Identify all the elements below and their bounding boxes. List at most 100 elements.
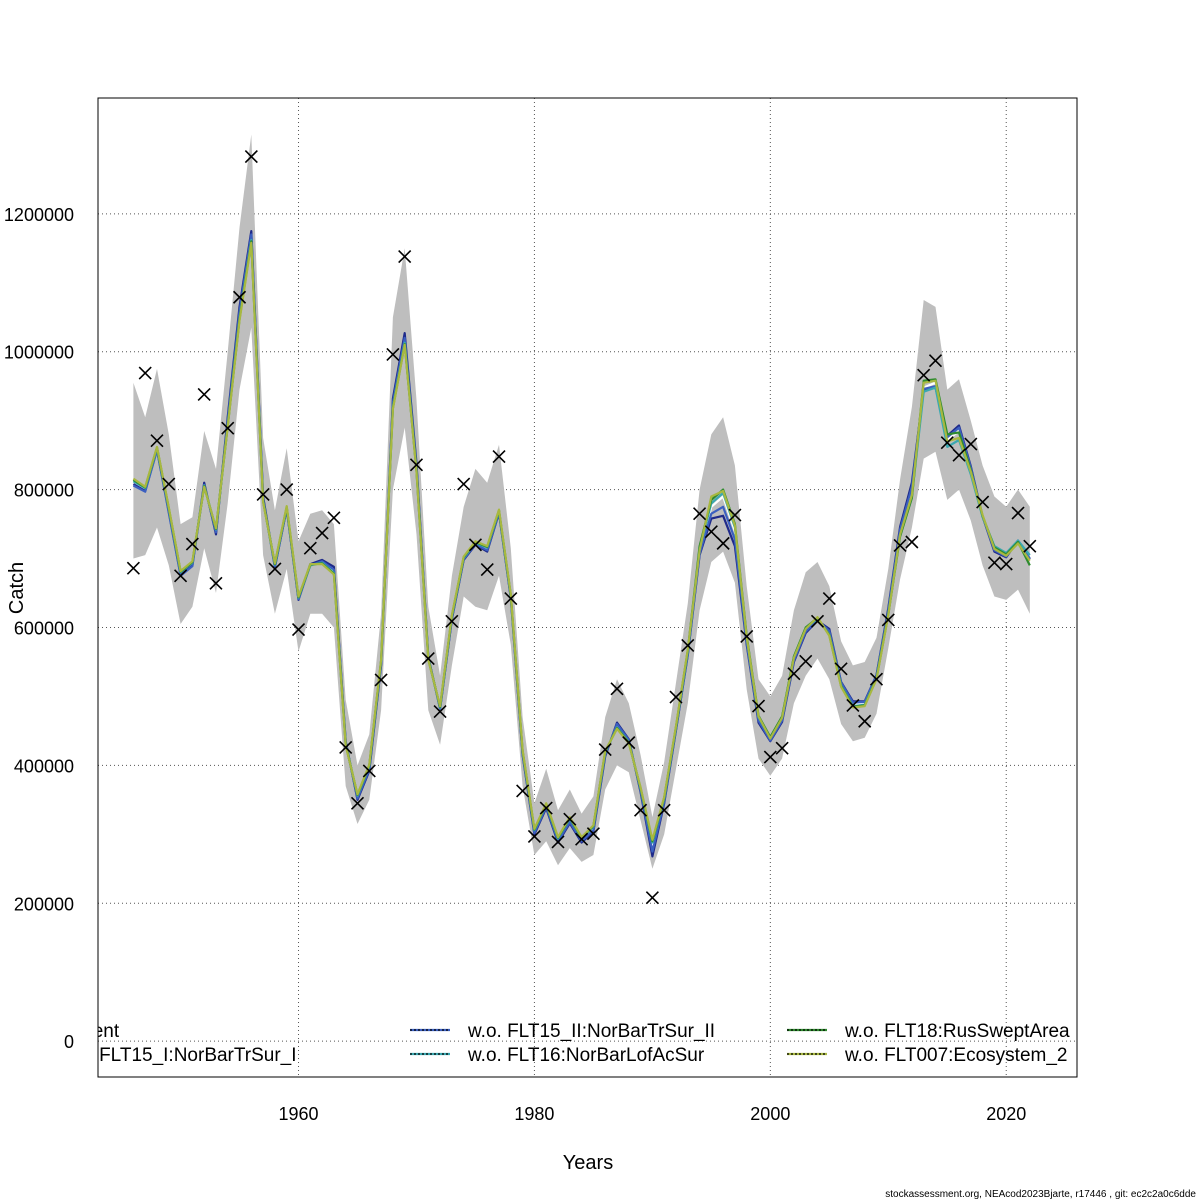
observed-point [740,629,754,644]
observed-point [586,827,600,841]
x-tick-label: 2020 [986,1104,1026,1124]
observed-point [185,537,199,551]
series-lines [132,230,1031,858]
legend-label: w.o. FLT007:Ecosystem_2 [844,1045,1067,1066]
y-tick-label: 400000 [14,756,74,776]
observed-point [445,614,459,628]
observed-point [504,591,518,606]
observed-point [681,638,695,652]
observed-point [221,421,235,435]
observed-point [869,672,884,686]
observed-point [1023,539,1037,553]
observed-point [551,835,565,849]
observed-point [952,448,966,462]
y-tick-label: 1200000 [4,205,74,225]
observed-point [858,714,872,728]
observed-point [433,705,447,719]
confidence-band [133,134,1030,869]
observed-point [669,690,683,704]
legend-label: w.o. FLT15_I:NorBarTrSur_I [59,1045,297,1066]
legend-item: w.o. FLT16:NorBarLofAcSur [410,1045,705,1066]
observed-point [244,150,258,164]
observed-point [799,654,813,668]
observed-point [516,784,530,798]
observed-point [409,458,424,472]
observed-point [598,742,612,757]
legend-item: w.o. FLT18:RusSweptArea [787,1021,1070,1042]
legend-item: w.o. FLT15_II:NorBarTrSur_II [410,1021,715,1042]
observed-point [893,538,907,553]
observed-point [350,796,365,810]
observed-point [728,508,742,522]
observed-point [716,536,730,550]
y-tick-label: 0 [64,1032,74,1052]
legend-item: current [60,1021,120,1042]
observed-point [822,591,836,606]
observed-point [232,290,247,304]
y-tick-label: 800000 [14,481,74,501]
observed-point [634,803,648,817]
observed-point [209,576,223,590]
observed-point [197,387,211,402]
legend-label: w.o. FLT16:NorBarLofAcSur [467,1045,705,1066]
plot-frame [97,97,1078,1078]
legend-label: current [60,1021,120,1042]
legend-item: w.o. FLT007:Ecosystem_2 [787,1045,1067,1066]
observed-points [126,150,1037,905]
legend-item: w.o. FLT15_I:NorBarTrSur_I [59,1045,297,1066]
observed-point [303,541,317,555]
observed-point [846,698,860,712]
observed-point [775,741,789,755]
legend: current w.o. FLT15_I:NorBarTrSur_I w.o. FL… [59,1021,1070,1066]
observed-point [174,569,188,583]
y-axis-title: Catch [6,562,28,614]
x-tick-label: 2000 [750,1104,790,1124]
observed-point [976,495,990,509]
observed-point [362,764,376,778]
observed-point [704,525,718,539]
observed-point [834,662,848,676]
observed-point [421,651,435,666]
observed-point [315,526,329,540]
observed-point [386,347,400,362]
observed-point [645,891,659,905]
observed-point [622,736,636,750]
observed-point [905,535,919,549]
observed-point [339,740,353,755]
observed-point [787,667,801,681]
observed-point [763,750,777,764]
confidence-band-area [133,134,1030,869]
observed-point [256,487,270,501]
legend-label: w.o. FLT18:RusSweptArea [844,1021,1070,1042]
observed-point [987,556,1001,570]
observed-point [575,832,589,846]
observed-point [964,437,978,451]
observed-point [527,829,541,843]
observed-point [692,507,707,521]
observed-point [268,562,282,576]
observed-point [563,812,577,826]
observed-point [610,682,624,696]
y-tick-label: 600000 [14,618,74,638]
observed-point [398,250,412,264]
observed-point [917,368,931,382]
observed-point [940,436,954,450]
observed-point [374,673,388,687]
observed-point [751,699,766,713]
legend-label: w.o. FLT15_II:NorBarTrSur_II [467,1021,715,1042]
observed-point [657,803,671,817]
y-tick-label: 1000000 [4,343,74,363]
observed-point [291,622,306,637]
observed-point [539,801,553,815]
x-axis-title: Years [563,1152,613,1174]
series-line-w-o-flt007-ecosystem-2 [132,241,1031,841]
observed-point [126,561,140,575]
observed-point [1011,506,1025,520]
observed-point [810,614,825,628]
observed-point [999,557,1013,571]
observed-point [457,477,471,491]
observed-point [492,449,506,464]
observed-point [150,434,164,448]
observed-point [480,563,494,577]
